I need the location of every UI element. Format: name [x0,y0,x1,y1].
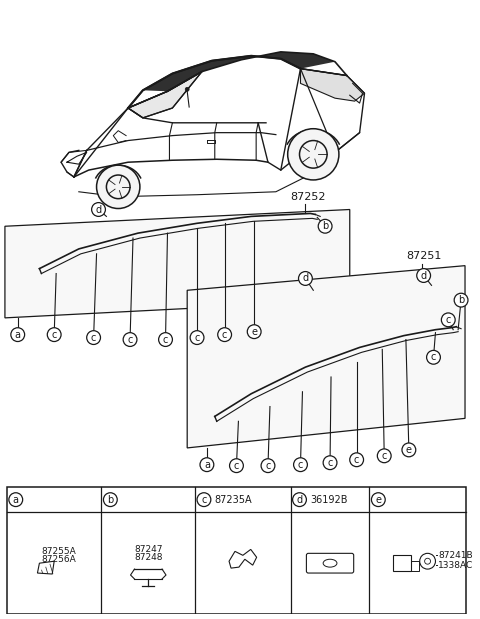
Circle shape [318,219,332,233]
Circle shape [288,129,339,180]
Text: c: c [382,451,387,461]
Circle shape [104,493,117,506]
Circle shape [11,327,24,342]
Text: b: b [458,295,464,305]
Circle shape [96,165,140,209]
Circle shape [92,202,106,217]
Text: 87241B: 87241B [438,551,473,560]
Text: 1338AC: 1338AC [438,561,474,569]
Text: c: c [327,457,333,468]
Polygon shape [187,266,465,448]
Circle shape [190,331,204,345]
Circle shape [442,313,455,327]
Circle shape [197,493,211,506]
Polygon shape [300,69,364,101]
Text: c: c [127,334,133,345]
Text: c: c [354,455,360,465]
Text: c: c [265,461,271,470]
Text: c: c [194,332,200,342]
Text: c: c [91,332,96,342]
Circle shape [200,458,214,472]
Text: d: d [96,204,102,215]
Text: c: c [445,315,451,325]
Text: e: e [406,445,412,455]
Bar [411,561,419,571]
Circle shape [299,272,312,285]
Circle shape [218,327,231,342]
Text: b: b [322,221,328,232]
Text: a: a [15,330,21,340]
Text: 87247: 87247 [134,545,163,554]
Text: b: b [107,495,113,504]
Text: 36192B: 36192B [311,495,348,504]
Text: 87248: 87248 [134,553,163,562]
Circle shape [294,458,307,472]
Bar [7,487,466,615]
Text: c: c [201,495,206,504]
Circle shape [293,493,306,506]
Text: 87252: 87252 [290,192,326,202]
Text: d: d [420,271,427,280]
Text: 87251: 87251 [406,251,441,261]
Circle shape [261,459,275,472]
Circle shape [402,443,416,457]
Circle shape [454,293,468,307]
Text: e: e [251,327,257,337]
Text: c: c [163,334,168,345]
Polygon shape [128,72,202,118]
Circle shape [350,453,363,467]
Text: c: c [234,461,239,470]
Polygon shape [143,52,335,91]
Text: a: a [204,460,210,470]
Text: 87256A: 87256A [42,555,76,564]
Circle shape [123,332,137,347]
Bar [393,555,411,571]
Text: c: c [298,460,303,470]
Circle shape [48,327,61,342]
Circle shape [377,449,391,462]
Circle shape [185,87,189,91]
Circle shape [372,493,385,506]
Circle shape [427,350,440,364]
Circle shape [158,332,172,347]
Text: 87255A: 87255A [42,547,76,556]
Circle shape [417,269,431,282]
Text: c: c [51,330,57,340]
Text: d: d [297,495,302,504]
Circle shape [229,459,243,472]
Text: c: c [222,330,228,340]
Text: 87235A: 87235A [215,495,252,504]
Text: e: e [375,495,381,504]
Text: c: c [431,352,436,362]
Text: a: a [13,495,19,504]
Circle shape [87,331,100,345]
Polygon shape [5,209,350,318]
Circle shape [247,325,261,339]
Circle shape [9,493,23,506]
Text: d: d [302,274,309,284]
Circle shape [323,456,337,470]
